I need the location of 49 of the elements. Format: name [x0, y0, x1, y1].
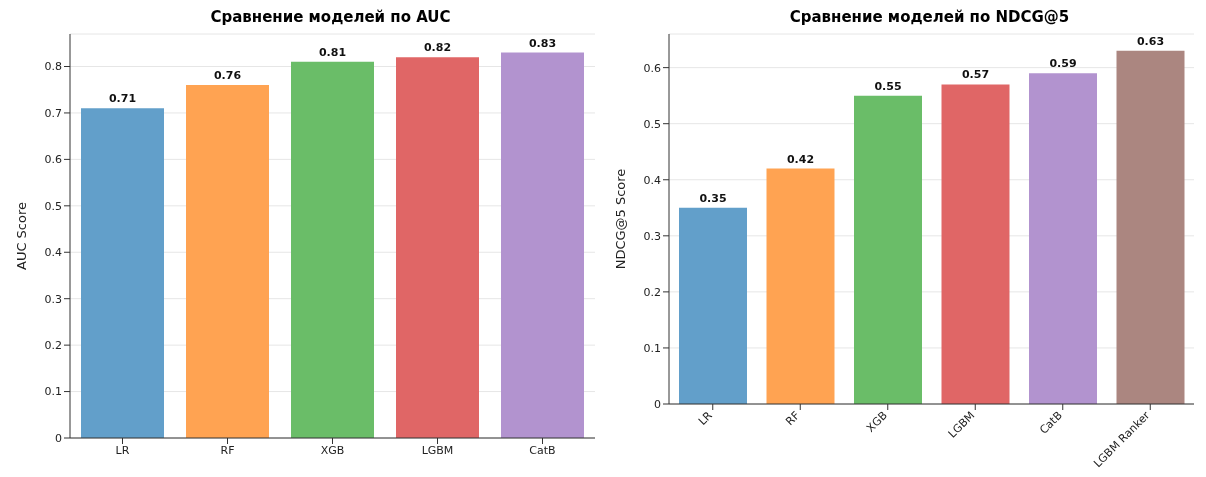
data-label: 0.71 — [108, 92, 137, 106]
bar — [501, 52, 584, 438]
y-tick-label: 0.8 — [44, 60, 62, 74]
data-label: 0.57 — [961, 68, 990, 82]
x-tick-label: LR — [695, 408, 716, 428]
data-label: 0.59 — [1049, 57, 1077, 71]
chart-title: Сравнение моделей по NDCG@5 — [788, 8, 1071, 28]
x-tick-label: XGB — [320, 443, 345, 457]
y-tick-label: 0.2 — [643, 285, 661, 299]
chart-title: Сравнение моделей по AUC — [209, 8, 452, 28]
x-tick-label: RF — [220, 443, 235, 457]
data-label: 0.55 — [874, 79, 902, 93]
bar — [81, 108, 164, 438]
data-label: 0.35 — [699, 191, 727, 205]
x-tick-label: LGBM — [421, 443, 454, 457]
y-tick-label: 0.5 — [643, 117, 661, 131]
y-tick-label: 0.2 — [44, 339, 62, 353]
y-tick-label: 0.6 — [643, 61, 661, 75]
bar — [941, 84, 1010, 404]
y-axis-title: AUC Score — [13, 201, 29, 271]
data-label: 0.42 — [786, 152, 815, 166]
x-tick-label: RF — [783, 408, 803, 429]
bar — [396, 57, 479, 438]
data-label: 0.82 — [423, 41, 452, 55]
y-tick-label: 0.1 — [643, 341, 661, 355]
bar — [766, 168, 835, 404]
data-label: 0.83 — [528, 36, 557, 50]
y-tick-label: 0 — [55, 431, 62, 445]
y-tick-label: 0.1 — [44, 385, 62, 399]
x-tick-label: LR — [115, 443, 130, 457]
x-tick-label: CatB — [529, 443, 556, 457]
y-tick-label: 0.3 — [44, 292, 62, 306]
data-label: 0.76 — [213, 69, 242, 83]
data-label: 0.81 — [318, 45, 347, 59]
bar — [186, 85, 269, 438]
y-axis-title: NDCG@5 Score — [612, 168, 628, 270]
y-tick-label: 0.3 — [643, 229, 661, 243]
data-label: 0.63 — [1136, 34, 1165, 48]
bar — [679, 207, 747, 404]
bar — [1116, 50, 1185, 404]
y-tick-label: 0 — [654, 397, 661, 411]
y-tick-label: 0.4 — [44, 246, 62, 260]
bar — [1029, 73, 1097, 404]
y-tick-label: 0.4 — [643, 173, 661, 187]
bar — [854, 95, 922, 404]
y-tick-label: 0.6 — [44, 153, 62, 167]
y-tick-label: 0.5 — [44, 199, 62, 213]
bar — [291, 61, 374, 438]
y-tick-label: 0.7 — [44, 106, 62, 120]
